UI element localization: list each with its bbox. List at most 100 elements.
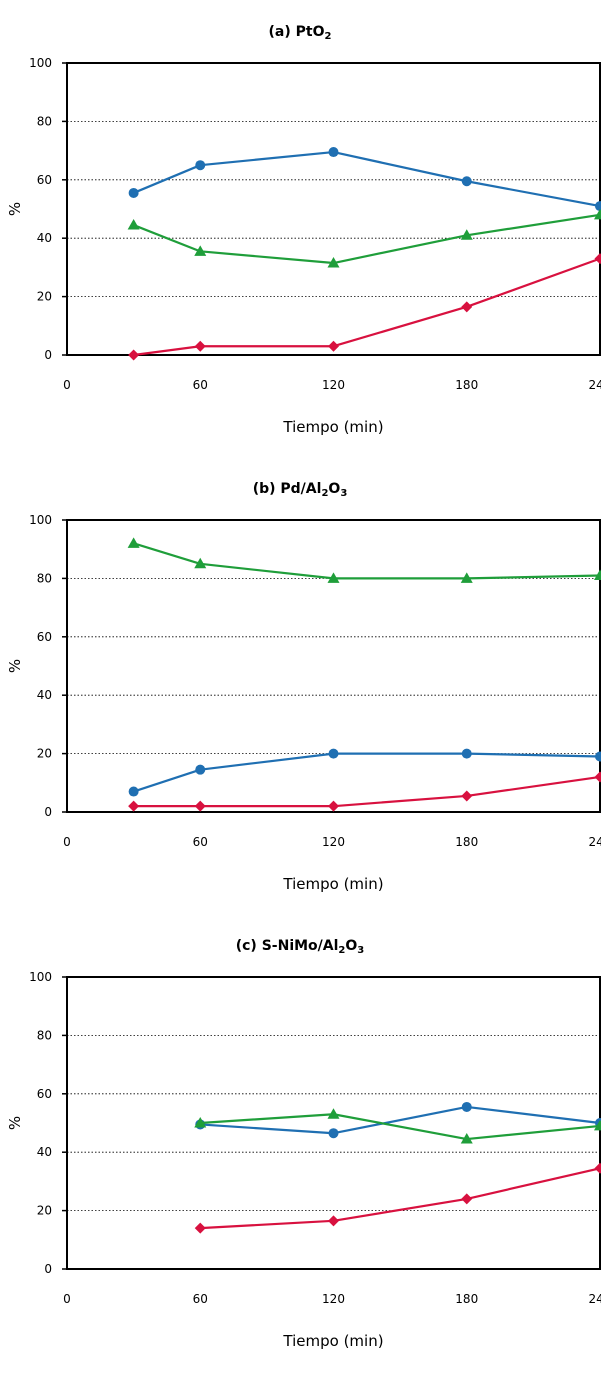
chart-a-point-triangle [194, 245, 207, 256]
chart-b-point-circle [328, 748, 339, 759]
chart-a-svg: (a) PtO2020406080100060120180240Tiempo (… [6, 24, 601, 436]
chart-b-point-circle [128, 786, 139, 797]
chart-a-point-diamond [194, 340, 206, 352]
chart-c-point-triangle [460, 1133, 473, 1144]
chart-c-point-diamond [461, 1193, 473, 1205]
chart-b-y-tick-label: 80 [37, 571, 52, 585]
chart-a-x-tick-label: 0 [63, 378, 71, 392]
chart-c-x-tick-label: 120 [322, 1292, 345, 1306]
chart-b-y-tick-label: 0 [44, 805, 52, 819]
chart-c-point-triangle [327, 1108, 340, 1119]
chart-b-point-circle [195, 764, 206, 775]
chart-b-x-tick-label: 0 [63, 835, 71, 849]
chart-c-point-triangle [194, 1117, 207, 1128]
chart-b-point-triangle [127, 537, 140, 548]
chart-c-y-tick-label: 100 [29, 970, 52, 984]
chart-c-title-text: (c) S-NiMo/Al [236, 938, 339, 954]
chart-c-y-tick-label: 0 [44, 1262, 52, 1276]
chart-b-point-circle [461, 748, 472, 759]
chart-b-title-part: 3 [340, 488, 347, 499]
chart-b-point-diamond [594, 771, 601, 783]
chart-b-point-diamond [128, 800, 140, 812]
chart-a-title-part: 2 [325, 31, 332, 42]
chart-b-title-text: (b) Pd/Al [253, 481, 322, 497]
chart-c-title-part: O [345, 938, 357, 954]
chart-c-y-tick-label: 40 [37, 1145, 52, 1159]
chart-c-y-tick-label: 60 [37, 1087, 52, 1101]
chart-a-title: (a) PtO2 [269, 24, 332, 42]
chart-c-point-triangle [594, 1119, 601, 1131]
chart-c-x-tick-label: 240 [589, 1292, 601, 1306]
chart-b-y-tick-label: 60 [37, 630, 52, 644]
chart-a-point-diamond [128, 349, 140, 361]
chart-b-point-triangle [594, 569, 601, 580]
chart-a-x-tick-label: 60 [193, 378, 208, 392]
chart-b-point-diamond [194, 800, 206, 812]
chart-b-y-tick-label: 40 [37, 688, 52, 702]
chart-a-x-axis-label: Tiempo (min) [282, 418, 383, 436]
chart-b-plot-frame [66, 519, 601, 813]
chart-c-title: (c) S-NiMo/Al2O3 [236, 938, 365, 956]
chart-c-point-diamond [194, 1222, 206, 1234]
chart-a-x-tick-label: 120 [322, 378, 345, 392]
chart-a-y-tick-label: 20 [37, 290, 52, 304]
chart-a-title-text: (a) PtO [269, 24, 325, 40]
chart-b-y-axis-label: % [6, 659, 24, 673]
chart-b-series-diamond-line [133, 775, 601, 808]
chart-a-y-tick-label: 60 [37, 173, 52, 187]
chart-b-x-axis-label: Tiempo (min) [282, 875, 383, 893]
chart-c-y-tick-label: 80 [37, 1028, 52, 1042]
chart-c-title-part: 2 [338, 945, 345, 956]
chart-b-point-diamond [461, 790, 473, 802]
chart-c-x-tick-label: 180 [455, 1292, 478, 1306]
chart-a-series-circle-line [133, 150, 601, 208]
chart-c: (c) S-NiMo/Al2O3 0 20 40 60 80 100 0 60 120 180 240… [0, 914, 601, 1371]
chart-b-x-tick-label: 240 [589, 835, 601, 849]
chart-b-point-circle [595, 751, 601, 762]
chart-b-svg: (b) Pd/Al2O3 0 20 40 60 80 100 0 60 120 180 240 Tiem… [6, 481, 601, 893]
chart-a-point-diamond [594, 253, 601, 265]
chart-b: (b) Pd/Al2O3 0 20 40 60 80 100 0 60 120 180 240 Tiem… [0, 457, 601, 914]
chart-a-y-axis-label: % [6, 202, 24, 216]
chart-a-point-triangle [127, 219, 140, 230]
chart-a: (a) PtO2020406080100060120180240Tiempo (… [0, 0, 601, 457]
chart-b-point-triangle [194, 557, 207, 569]
chart-a-series-diamond-line [133, 257, 601, 357]
chart-a-point-circle [328, 147, 339, 158]
chart-c-series-diamond-line [200, 1167, 601, 1230]
chart-b-y-tick-label: 20 [37, 747, 52, 761]
chart-a-y-tick-label: 80 [37, 114, 52, 128]
chart-a-point-triangle [460, 229, 473, 240]
chart-a-x-tick-label: 240 [589, 378, 601, 392]
chart-c-point-circle [328, 1128, 339, 1139]
chart-a-point-triangle [594, 208, 601, 220]
chart-b-x-tick-label: 180 [455, 835, 478, 849]
chart-a-point-triangle [327, 257, 340, 268]
chart-a-x-tick-label: 180 [455, 378, 478, 392]
chart-c-point-circle [461, 1101, 472, 1112]
chart-c-x-tick-label: 60 [193, 1292, 208, 1306]
chart-c-x-tick-label: 0 [63, 1292, 71, 1306]
chart-b-x-tick-label: 120 [322, 835, 345, 849]
chart-c-svg: (c) S-NiMo/Al2O3 0 20 40 60 80 100 0 60 120 180 240… [6, 938, 601, 1350]
chart-a-point-diamond [328, 340, 339, 352]
chart-a-point-diamond [461, 301, 473, 313]
chart-b-series-triangle-line [133, 542, 601, 580]
chart-b-title-part: 2 [321, 488, 328, 499]
chart-b-point-diamond [328, 800, 339, 812]
chart-b-y-tick-label: 100 [29, 513, 52, 527]
chart-a-point-circle [195, 160, 206, 171]
chart-a-y-tick-label: 100 [29, 56, 52, 70]
chart-c-point-diamond [328, 1215, 339, 1227]
chart-b-title-part: O [328, 481, 340, 497]
chart-c-y-axis-label: % [6, 1116, 24, 1130]
chart-c-point-diamond [594, 1162, 601, 1174]
chart-b-x-tick-label: 60 [193, 835, 208, 849]
chart-b-point-triangle [460, 572, 473, 583]
chart-a-y-tick-label: 0 [44, 348, 52, 362]
chart-c-title-part: 3 [357, 945, 364, 956]
chart-a-point-circle [461, 176, 472, 187]
chart-c-x-axis-label: Tiempo (min) [282, 1332, 383, 1350]
chart-b-title: (b) Pd/Al2O3 [253, 481, 348, 499]
chart-a-y-tick-label: 40 [37, 231, 52, 245]
